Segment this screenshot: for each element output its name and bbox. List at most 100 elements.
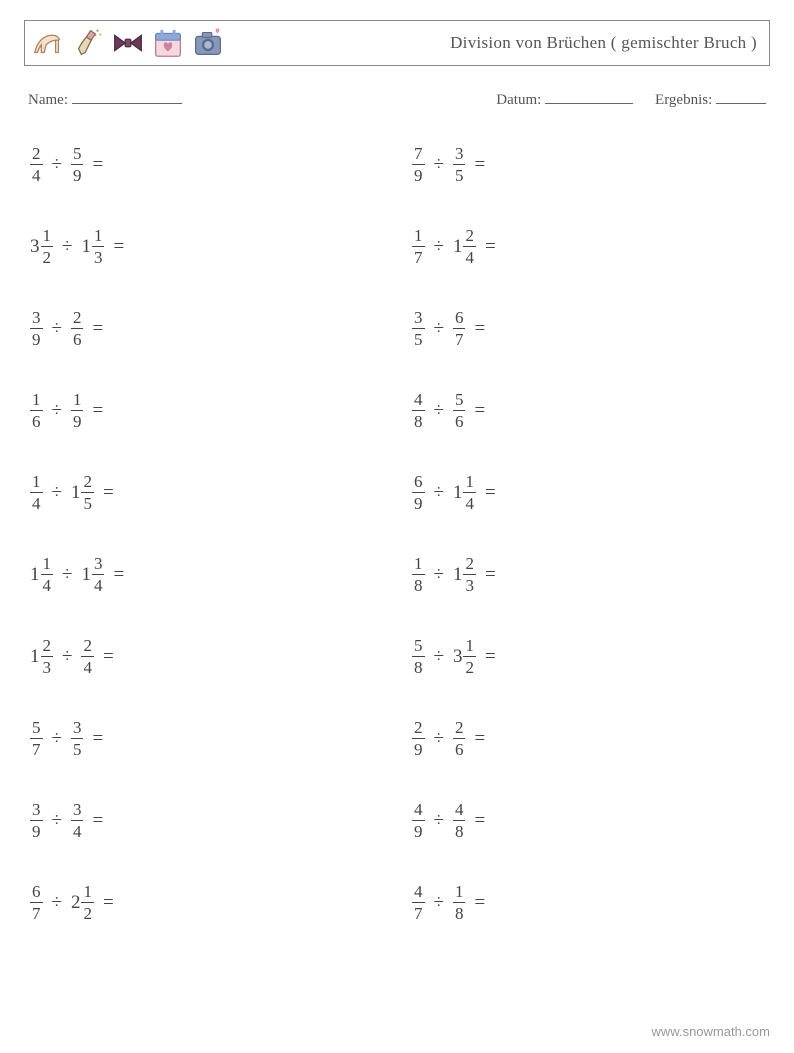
worksheet-page: Division von Brüchen ( gemischter Bruch … xyxy=(0,0,794,1053)
division-sign: ÷ xyxy=(52,892,62,914)
numerator: 3 xyxy=(453,145,466,164)
problem: 58÷312= xyxy=(412,633,764,681)
numerator: 2 xyxy=(463,227,476,246)
fraction: 23 xyxy=(41,637,54,676)
meta-row: Name: Datum: Ergebnis: xyxy=(24,88,770,109)
division-sign: ÷ xyxy=(434,564,444,586)
numerator: 1 xyxy=(453,883,466,902)
numerator: 5 xyxy=(412,637,425,656)
fraction: 49 xyxy=(412,801,425,840)
result-field: Ergebnis: xyxy=(655,88,766,109)
fraction: 24 xyxy=(30,145,43,184)
numerator: 3 xyxy=(412,309,425,328)
equals-sign: = xyxy=(103,646,114,668)
denominator: 5 xyxy=(412,329,425,348)
division-sign: ÷ xyxy=(434,810,444,832)
numerator: 5 xyxy=(71,145,84,164)
problem: 47÷18= xyxy=(412,879,764,927)
numerator: 1 xyxy=(463,637,476,656)
problem: 35 ÷ 67 = xyxy=(412,305,764,353)
denominator: 7 xyxy=(453,329,466,348)
fraction: 35 xyxy=(412,309,425,348)
fraction: 26 xyxy=(453,719,466,758)
numerator: 4 xyxy=(453,801,466,820)
denominator: 8 xyxy=(453,903,466,922)
fraction: 14 xyxy=(41,555,54,594)
fraction: 19 xyxy=(71,391,84,430)
numerator: 6 xyxy=(412,473,425,492)
numerator: 1 xyxy=(41,227,54,246)
numerator: 4 xyxy=(412,801,425,820)
numerator: 1 xyxy=(92,227,105,246)
problem: 312÷113= xyxy=(30,223,382,271)
division-sign: ÷ xyxy=(434,646,444,668)
fraction: 12 xyxy=(81,883,94,922)
fraction: 18 xyxy=(453,883,466,922)
problem: 16÷19= xyxy=(30,387,382,435)
fraction: 29 xyxy=(412,719,425,758)
denominator: 9 xyxy=(71,165,84,184)
fraction: 67 xyxy=(453,309,466,348)
numerator: 1 xyxy=(412,227,425,246)
division-sign: ÷ xyxy=(434,400,444,422)
equals-sign: = xyxy=(485,482,496,504)
denominator: 9 xyxy=(412,739,425,758)
fraction: 47 xyxy=(412,883,425,922)
result-label: Ergebnis: xyxy=(655,92,712,108)
whole-part: 1 xyxy=(30,564,40,586)
denominator: 4 xyxy=(30,165,43,184)
camera-heart-icon xyxy=(189,24,227,62)
result-blank[interactable] xyxy=(716,88,766,104)
denominator: 6 xyxy=(453,411,466,430)
problem: 24÷59= xyxy=(30,141,382,189)
numerator: 4 xyxy=(412,391,425,410)
whole-part: 3 xyxy=(30,236,40,258)
denominator: 8 xyxy=(412,657,425,676)
problem: 14÷125= xyxy=(30,469,382,517)
equals-sign: = xyxy=(113,236,124,258)
numerator: 2 xyxy=(81,473,94,492)
fraction: 26 xyxy=(71,309,84,348)
header-box: Division von Brüchen ( gemischter Bruch … xyxy=(24,20,770,66)
whole-part: 1 xyxy=(453,482,463,504)
fraction: 58 xyxy=(412,637,425,676)
fraction: 23 xyxy=(463,555,476,594)
fraction: 16 xyxy=(30,391,43,430)
denominator: 8 xyxy=(412,575,425,594)
numerator: 3 xyxy=(71,801,84,820)
division-sign: ÷ xyxy=(434,892,444,914)
division-sign: ÷ xyxy=(52,482,62,504)
denominator: 9 xyxy=(71,411,84,430)
date-field: Datum: xyxy=(496,88,633,109)
denominator: 5 xyxy=(453,165,466,184)
whole-part: 1 xyxy=(30,646,40,668)
numerator: 3 xyxy=(30,309,43,328)
numerator: 1 xyxy=(30,473,43,492)
division-sign: ÷ xyxy=(52,318,62,340)
numerator: 1 xyxy=(81,883,94,902)
numerator: 6 xyxy=(30,883,43,902)
whole-part: 1 xyxy=(453,564,463,586)
denominator: 7 xyxy=(30,903,43,922)
fraction: 48 xyxy=(412,391,425,430)
division-sign: ÷ xyxy=(52,728,62,750)
denominator: 5 xyxy=(71,739,84,758)
name-blank[interactable] xyxy=(72,88,182,104)
equals-sign: = xyxy=(474,318,485,340)
division-sign: ÷ xyxy=(62,564,72,586)
division-sign: ÷ xyxy=(434,154,444,176)
numerator: 3 xyxy=(71,719,84,738)
problem: 67÷212= xyxy=(30,879,382,927)
denominator: 7 xyxy=(30,739,43,758)
division-sign: ÷ xyxy=(52,154,62,176)
numerator: 2 xyxy=(453,719,466,738)
equals-sign: = xyxy=(485,236,496,258)
denominator: 4 xyxy=(71,821,84,840)
fraction: 12 xyxy=(41,227,54,266)
date-blank[interactable] xyxy=(545,88,633,104)
division-sign: ÷ xyxy=(434,318,444,340)
denominator: 3 xyxy=(92,247,105,266)
fraction: 35 xyxy=(453,145,466,184)
denominator: 9 xyxy=(30,329,43,348)
denominator: 6 xyxy=(453,739,466,758)
